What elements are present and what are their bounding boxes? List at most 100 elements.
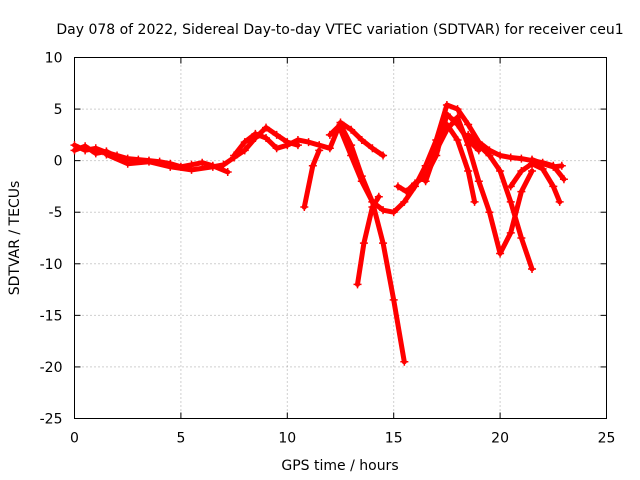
data-point-marker <box>70 146 79 155</box>
chart-title: Day 078 of 2022, Sidereal Day-to-day VTE… <box>56 22 623 38</box>
y-ticks: -25 -20 -15 -10 -5 0 5 10 <box>40 51 607 428</box>
data-point-marker <box>347 151 356 160</box>
series-line-track-11 <box>444 122 478 205</box>
data-point-marker <box>432 146 441 155</box>
data-point-marker <box>325 130 334 139</box>
data-point-marker <box>496 249 505 258</box>
x-tick-label: 10 <box>278 431 296 447</box>
data-point-marker <box>506 197 515 206</box>
y-tick-label: 0 <box>54 154 63 170</box>
series-line-track-7 <box>338 102 567 215</box>
data-point-marker <box>442 100 451 109</box>
data-point-marker <box>528 155 537 164</box>
data-point-marker <box>410 179 419 188</box>
data-point-marker <box>374 192 383 201</box>
data-point-marker <box>368 203 377 212</box>
y-tick-label: -20 <box>40 360 63 376</box>
x-tick-label: 5 <box>176 431 185 447</box>
data-point-marker <box>144 157 153 166</box>
data-point-marker <box>223 167 232 176</box>
data-point-marker <box>517 166 526 175</box>
data-point-marker <box>557 161 566 170</box>
data-point-marker <box>304 138 313 147</box>
x-ticks: 0 5 10 15 20 25 <box>70 57 616 447</box>
series-line-track-14 <box>529 157 565 170</box>
data-point-marker <box>474 177 483 186</box>
x-tick-label: 25 <box>598 431 616 447</box>
data-point-marker <box>251 129 260 138</box>
data-point-marker <box>359 239 368 248</box>
data-point-marker <box>400 197 409 206</box>
x-tick-label: 15 <box>385 431 403 447</box>
data-point-marker <box>336 125 345 134</box>
data-point-marker <box>293 136 302 145</box>
data-point-marker <box>123 159 132 168</box>
data-point-marker <box>555 197 564 206</box>
data-point-marker <box>464 166 473 175</box>
series-line-track-12 <box>465 132 535 272</box>
series-line-track-8 <box>355 194 382 287</box>
data-point-marker <box>240 146 249 155</box>
data-point-marker <box>102 150 111 159</box>
data-point-marker <box>559 175 568 184</box>
data-point-marker <box>240 138 249 147</box>
data-point-marker <box>402 187 411 196</box>
data-point-marker <box>308 161 317 170</box>
series-line-track-13 <box>508 161 563 205</box>
data-point-marker <box>453 113 462 122</box>
data-point-marker <box>453 136 462 145</box>
data-point-marker <box>389 295 398 304</box>
series-line-track-5 <box>301 147 322 210</box>
grid <box>74 57 607 419</box>
data-point-marker <box>517 154 526 163</box>
data-point-marker <box>230 151 239 160</box>
x-tick-label: 0 <box>70 431 79 447</box>
y-tick-label: -25 <box>40 412 63 428</box>
data-point-marker <box>187 165 196 174</box>
data-point-marker <box>91 149 100 158</box>
x-tick-label: 20 <box>491 431 509 447</box>
data-point-marker <box>262 123 271 132</box>
data-point-marker <box>464 130 473 139</box>
data-point-marker <box>528 264 537 273</box>
data-point-marker <box>166 162 175 171</box>
data-point-marker <box>549 162 558 171</box>
data-point-marker <box>496 151 505 160</box>
data-point-marker <box>347 125 356 134</box>
data-point-marker <box>549 182 558 191</box>
data-point-marker <box>470 197 479 206</box>
data-point-marker <box>357 136 366 145</box>
data-point-marker <box>208 162 217 171</box>
y-tick-label: 10 <box>45 51 63 67</box>
data-point-marker <box>283 141 292 150</box>
data-point-marker <box>379 239 388 248</box>
data-point-marker <box>442 120 451 129</box>
data-point-marker <box>506 153 515 162</box>
data-point-marker <box>272 130 281 139</box>
y-tick-label: -15 <box>40 308 63 324</box>
data-point-marker <box>81 142 90 151</box>
y-tick-label: -5 <box>49 205 63 221</box>
data-point-marker <box>198 158 207 167</box>
data-point-marker <box>368 144 377 153</box>
data-point-marker <box>272 144 281 153</box>
data-point-marker <box>421 177 430 186</box>
data-point-marker <box>517 234 526 242</box>
data-point-marker <box>517 187 526 196</box>
data-point-marker <box>379 206 388 215</box>
data-point-marker <box>315 146 324 155</box>
data-point-marker <box>262 133 271 142</box>
y-tick-label: -10 <box>40 257 63 273</box>
data-point-marker <box>453 105 462 114</box>
data-point-marker <box>325 144 334 153</box>
data-point-marker <box>389 208 398 217</box>
data-point-marker <box>538 159 547 168</box>
data-point-marker <box>464 141 473 150</box>
data-point-marker <box>506 228 515 237</box>
series-group <box>70 100 568 366</box>
data-point-marker <box>400 357 409 366</box>
data-point-marker <box>496 166 505 175</box>
data-point-marker <box>393 182 402 191</box>
data-point-marker <box>379 151 388 160</box>
